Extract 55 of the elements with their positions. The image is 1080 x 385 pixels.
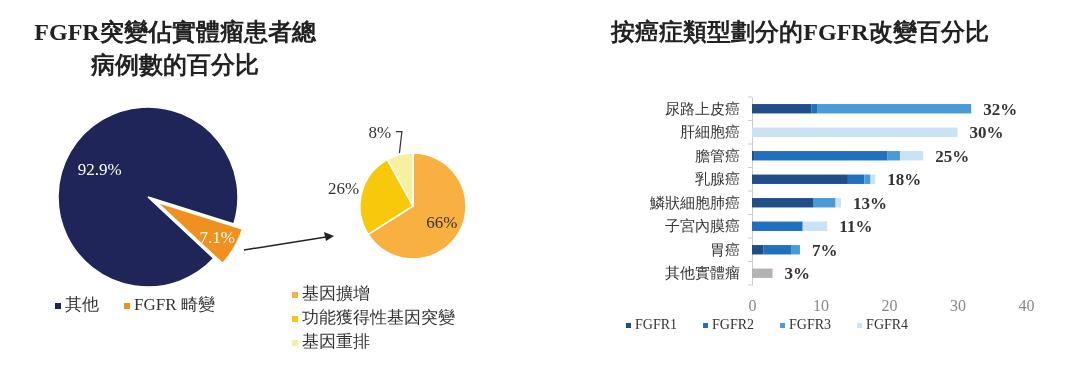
x-tick-label: 30 (950, 297, 966, 315)
y-tick-label: 肝細胞癌 (680, 124, 740, 141)
y-tick-label: 胃癌 (710, 241, 740, 258)
data-label: 66% (426, 212, 458, 232)
x-tick-label: 40 (1018, 297, 1035, 315)
bar (752, 245, 764, 255)
total-label: 7% (811, 240, 838, 260)
x-tick-label: 10 (813, 297, 829, 315)
total-label: 30% (969, 123, 1004, 143)
bar (752, 151, 755, 161)
legend-label: FGFR3 (789, 317, 832, 332)
x-tick-label: 0 (748, 297, 757, 315)
bar (899, 151, 924, 161)
total-label: 32% (983, 99, 1018, 119)
data-label: 92.9% (77, 159, 122, 179)
bar (754, 151, 888, 161)
bar (752, 127, 958, 137)
bar (887, 151, 900, 161)
legend-label: FGFR4 (866, 317, 909, 332)
data-label: 26% (328, 179, 360, 199)
legend-label: 基因重排 (302, 332, 370, 351)
data-label: 7.1% (199, 228, 236, 248)
bar (752, 198, 814, 208)
total-label: 13% (853, 193, 888, 213)
bar (791, 245, 800, 255)
total-label: 18% (887, 170, 922, 190)
y-tick-label: 尿路上皮癌 (665, 100, 740, 117)
legend-label: 其他 (65, 295, 99, 314)
x-tick-label: 20 (881, 297, 898, 315)
bar (813, 198, 836, 208)
bar (752, 104, 812, 114)
bar (864, 174, 871, 184)
total-label: 3% (784, 264, 811, 284)
total-label: 25% (935, 146, 970, 166)
bar (752, 221, 803, 231)
legend-label: 基因擴增 (302, 284, 370, 303)
data-label: 8% (368, 122, 392, 142)
legend-label: FGFR2 (712, 317, 755, 332)
legend-label: 功能獲得性基因突變 (302, 308, 455, 327)
bar (847, 174, 865, 184)
y-tick-label: 其他實體瘤 (665, 265, 740, 282)
chart-title: 按癌症類型劃分的FGFR改變百分比 (610, 19, 989, 45)
y-tick-label: 乳腺癌 (695, 171, 740, 188)
y-tick-label: 子宮內膜癌 (665, 218, 740, 235)
bar (763, 245, 792, 255)
bar (752, 268, 773, 278)
total-label: 11% (839, 217, 873, 237)
bar (817, 104, 972, 114)
y-tick-label: 膽管癌 (695, 147, 740, 164)
bar (752, 174, 848, 184)
legend-label: FGFR1 (635, 317, 678, 332)
chart-title: FGFR突變佔實體瘤患者總病例數的百分比 (34, 19, 317, 78)
legend-label: FGFR 畸變 (134, 295, 215, 314)
bar (802, 221, 828, 231)
y-tick-label: 鱗狀細胞肺癌 (650, 194, 740, 211)
